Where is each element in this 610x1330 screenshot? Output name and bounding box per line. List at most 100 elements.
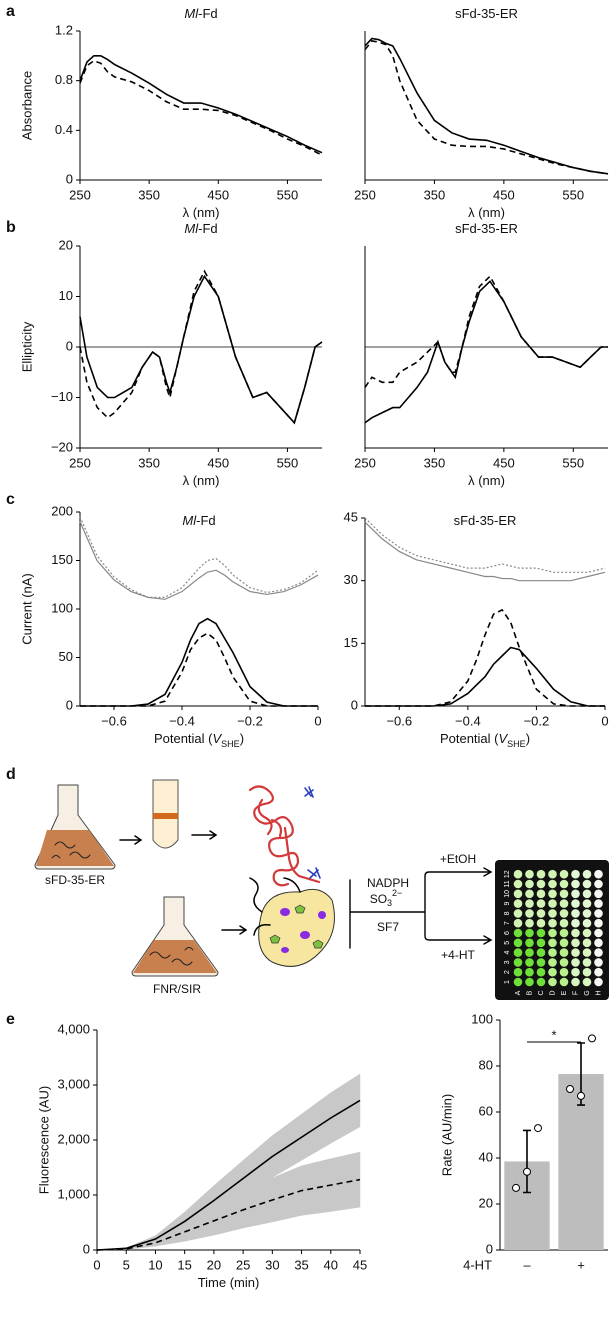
x-tick-label: 450 — [493, 187, 515, 202]
well — [582, 948, 592, 957]
y-tick-label: 50 — [59, 649, 73, 664]
well — [536, 938, 546, 948]
chart-title: sFd-35-ER — [454, 513, 517, 528]
band — [153, 813, 178, 819]
x-axis-label-part: Potential ( — [154, 731, 213, 746]
well — [513, 948, 523, 957]
data-point — [512, 1183, 520, 1192]
chart-title-part: sFd-35-ER — [454, 513, 517, 528]
data-point — [523, 1167, 531, 1176]
x-tick-label: 0 — [314, 713, 321, 728]
x-axis-label-part: λ (nm) — [468, 205, 505, 220]
y-tick-label: 0 — [66, 697, 73, 712]
x-tick-label: −0.4 — [169, 713, 195, 728]
well — [594, 938, 603, 948]
diagram: sFD-35-ER FNR/SIR NADPH SO32− SF7 +EtOH … — [34, 779, 609, 1000]
well — [513, 918, 523, 928]
y-tick-label: 0 — [66, 171, 73, 186]
x-axis-label-part: Time (min) — [198, 1275, 260, 1290]
organelle — [280, 908, 290, 916]
x-tick-label: −0.6 — [386, 713, 412, 728]
well — [571, 889, 580, 899]
well — [548, 889, 557, 899]
data-point — [566, 1085, 574, 1093]
well — [571, 899, 580, 908]
chart-title-part: Ml — [182, 513, 197, 528]
data-line — [364, 280, 608, 424]
well — [559, 909, 569, 918]
y-tick-label: 150 — [51, 552, 73, 567]
organelle — [318, 911, 326, 919]
x-tick-label: 250 — [354, 455, 376, 470]
well — [582, 928, 592, 938]
data-point — [577, 1091, 585, 1100]
well — [513, 879, 523, 889]
well — [571, 918, 580, 928]
well — [548, 948, 557, 957]
plate-row-label: B — [526, 990, 533, 995]
plate-column-label: 7 — [504, 921, 511, 925]
y-tick-label: 2,000 — [57, 1131, 90, 1146]
chart-title-part: -Fd — [196, 513, 216, 528]
well — [559, 879, 569, 889]
plate-row-label: E — [561, 990, 568, 995]
plate-row-label: F — [572, 991, 579, 995]
culture — [36, 830, 114, 866]
x-axis-label-part: λ (nm) — [183, 473, 220, 488]
data-point — [588, 1034, 596, 1043]
well — [548, 928, 557, 938]
y-tick-label: 20 — [479, 1195, 493, 1210]
plate-row-label: A — [515, 990, 522, 995]
well — [536, 958, 546, 967]
x-tick-label: −0.2 — [524, 713, 550, 728]
error-band — [301, 1092, 332, 1161]
x-tick-label: 450 — [493, 455, 515, 470]
well — [536, 889, 546, 899]
x-axis-label-part: SHE — [221, 739, 240, 749]
data-line — [364, 274, 608, 388]
x-axis-label-part: ) — [526, 731, 530, 746]
culture — [133, 940, 217, 973]
arrow — [119, 835, 143, 845]
x-axis-label: λ (nm) — [468, 205, 505, 220]
y-tick-label: 0 — [83, 1241, 90, 1256]
well — [525, 879, 534, 889]
y-tick-label: 80 — [479, 1057, 493, 1072]
well — [548, 899, 557, 908]
panel-label: d — [6, 766, 16, 783]
well — [548, 869, 557, 879]
well — [594, 928, 603, 938]
x-tick-label: 30 — [265, 1257, 279, 1272]
well — [594, 899, 603, 908]
x-tick-label: 350 — [138, 455, 160, 470]
x-tick-label: −0.6 — [101, 713, 127, 728]
reagent-part: 3 — [387, 898, 392, 908]
y-axis-label: Ellipticity — [19, 321, 34, 372]
well — [582, 879, 592, 889]
condition: +4-HT — [441, 948, 475, 962]
x-tick-label: 45 — [353, 1257, 367, 1272]
well — [582, 938, 592, 948]
well — [594, 967, 603, 977]
flagella — [249, 877, 301, 936]
well — [525, 977, 534, 987]
well — [582, 967, 592, 977]
reagent: NADPH — [367, 876, 409, 890]
x-tick-label: + — [577, 1257, 585, 1272]
well — [571, 977, 580, 987]
x-tick-label: 20 — [207, 1257, 221, 1272]
plate-row-label: D — [549, 990, 556, 995]
well — [513, 928, 523, 938]
reagent-part: 2− — [392, 888, 402, 898]
x-tick-label: – — [523, 1257, 531, 1272]
well — [559, 948, 569, 957]
plate-column-label: 9 — [504, 902, 511, 906]
error-band — [301, 1158, 332, 1216]
chart-title: Ml-Fd — [184, 6, 217, 21]
panel-label: b — [6, 219, 16, 236]
bracket — [349, 867, 493, 949]
flask-label: sFD-35-ER — [45, 873, 105, 887]
x-axis-label-part: SHE — [507, 739, 526, 749]
arrow — [221, 925, 248, 935]
x-axis-label-part: V — [213, 731, 223, 746]
